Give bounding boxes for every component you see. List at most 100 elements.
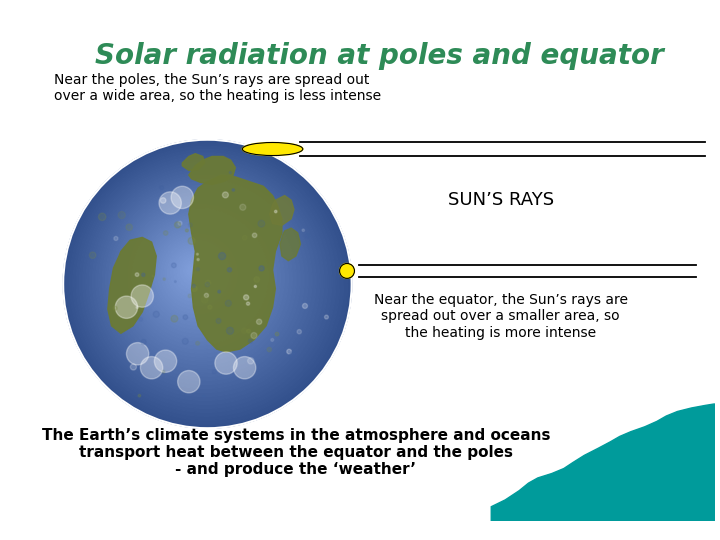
Ellipse shape: [340, 264, 354, 279]
Text: SUN’S RAYS: SUN’S RAYS: [448, 191, 554, 209]
Circle shape: [119, 195, 284, 361]
Circle shape: [302, 303, 307, 308]
Circle shape: [184, 260, 205, 282]
Circle shape: [132, 208, 269, 345]
Circle shape: [106, 182, 300, 377]
Polygon shape: [108, 238, 156, 333]
Polygon shape: [491, 404, 715, 521]
Circle shape: [109, 185, 297, 373]
Circle shape: [141, 218, 257, 333]
Circle shape: [83, 159, 328, 404]
Circle shape: [274, 210, 277, 213]
Circle shape: [243, 235, 247, 240]
Circle shape: [96, 172, 312, 389]
Circle shape: [136, 306, 138, 308]
Circle shape: [63, 140, 351, 428]
Circle shape: [89, 252, 96, 259]
Polygon shape: [280, 228, 300, 261]
Circle shape: [135, 273, 139, 276]
Circle shape: [254, 276, 260, 282]
Circle shape: [205, 280, 211, 286]
Circle shape: [126, 224, 132, 231]
Circle shape: [89, 166, 320, 396]
Circle shape: [258, 220, 265, 227]
Circle shape: [251, 333, 257, 339]
Circle shape: [247, 329, 251, 333]
Circle shape: [197, 259, 199, 261]
Circle shape: [115, 192, 289, 365]
Circle shape: [171, 186, 194, 208]
Circle shape: [202, 395, 205, 399]
Circle shape: [160, 186, 163, 190]
Circle shape: [154, 231, 241, 318]
Circle shape: [325, 315, 328, 319]
Circle shape: [246, 302, 250, 305]
Polygon shape: [270, 195, 294, 225]
Text: Near the poles, the Sun’s rays are spread out
over a wide area, so the heating i: Near the poles, the Sun’s rays are sprea…: [54, 73, 381, 103]
Circle shape: [248, 339, 253, 343]
Circle shape: [86, 163, 324, 401]
Circle shape: [152, 275, 154, 277]
Polygon shape: [189, 175, 282, 352]
Circle shape: [161, 198, 166, 203]
Text: Near the equator, the Sun’s rays are
spread out over a smaller area, so
the heat: Near the equator, the Sun’s rays are spr…: [374, 293, 628, 340]
Circle shape: [252, 233, 257, 238]
Circle shape: [222, 192, 228, 198]
Circle shape: [205, 282, 210, 287]
Circle shape: [297, 329, 302, 334]
Circle shape: [138, 394, 140, 397]
Circle shape: [135, 211, 265, 341]
Circle shape: [246, 165, 248, 166]
Circle shape: [182, 338, 188, 345]
Circle shape: [215, 352, 237, 374]
Circle shape: [216, 319, 221, 323]
Polygon shape: [189, 157, 235, 184]
Circle shape: [139, 318, 143, 321]
Circle shape: [141, 340, 146, 345]
Circle shape: [218, 291, 220, 293]
Circle shape: [138, 214, 261, 338]
Circle shape: [70, 146, 343, 420]
Circle shape: [241, 328, 247, 333]
Circle shape: [197, 253, 199, 255]
Circle shape: [189, 223, 192, 227]
Circle shape: [161, 238, 233, 309]
Circle shape: [125, 201, 276, 353]
Circle shape: [99, 213, 106, 220]
Text: - and produce the ‘weather’: - and produce the ‘weather’: [176, 462, 416, 477]
Polygon shape: [182, 154, 204, 171]
Circle shape: [192, 286, 197, 292]
Circle shape: [158, 234, 237, 314]
Circle shape: [302, 229, 305, 232]
Circle shape: [174, 281, 176, 282]
Circle shape: [208, 305, 212, 309]
Circle shape: [254, 285, 256, 287]
Circle shape: [130, 364, 137, 370]
Circle shape: [190, 267, 197, 274]
Circle shape: [151, 228, 245, 321]
Circle shape: [162, 370, 165, 373]
Circle shape: [113, 306, 117, 310]
Text: The Earth’s climate systems in the atmosphere and oceans: The Earth’s climate systems in the atmos…: [42, 428, 550, 443]
Circle shape: [232, 188, 235, 191]
Circle shape: [177, 254, 213, 290]
Circle shape: [233, 356, 256, 379]
Circle shape: [174, 222, 181, 228]
Circle shape: [167, 244, 225, 302]
Circle shape: [159, 192, 181, 214]
Circle shape: [142, 273, 145, 276]
Circle shape: [228, 268, 232, 272]
Circle shape: [267, 347, 271, 352]
Circle shape: [148, 225, 249, 326]
Circle shape: [289, 352, 297, 359]
Circle shape: [275, 332, 279, 336]
Circle shape: [66, 143, 348, 424]
Circle shape: [187, 264, 202, 278]
Circle shape: [218, 253, 225, 260]
Circle shape: [153, 311, 159, 318]
Circle shape: [243, 295, 248, 300]
Circle shape: [115, 296, 138, 319]
Circle shape: [227, 327, 233, 334]
Circle shape: [128, 205, 273, 349]
Circle shape: [112, 188, 292, 369]
